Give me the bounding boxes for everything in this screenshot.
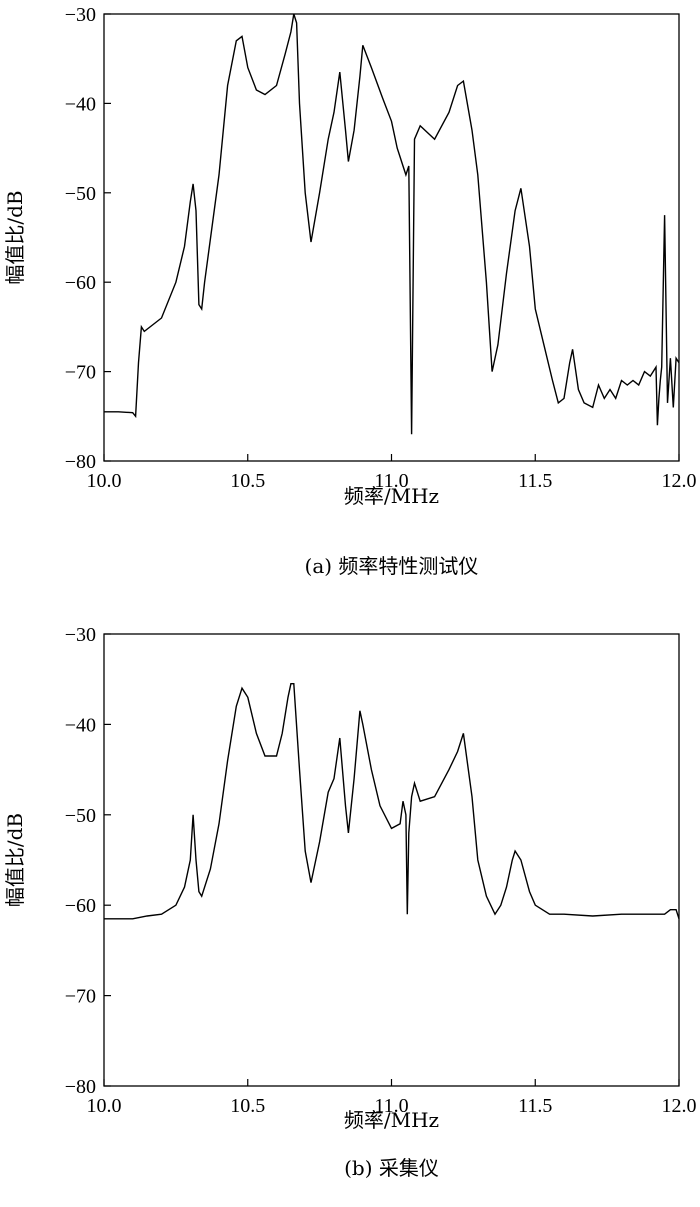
x-axis-a: 10.0 10.5 11.0 11.5 12.0 [87,454,697,492]
x-tick-label: 10.5 [230,470,265,492]
y-tick-label: −60 [65,272,96,294]
x-tick-label: 11.5 [518,470,552,492]
y-tick-label: −70 [65,362,96,384]
x-axis-title-b: 频率/MHz [344,1108,439,1132]
x-tick-label: 10.0 [87,1095,122,1117]
x-tick-label: 10.0 [87,470,122,492]
y-axis-b: −30 −40 −50 −60 −70 −80 [65,624,111,1098]
y-tick-label: −70 [65,986,96,1008]
y-tick-label: −50 [65,805,96,827]
series-line-a [104,13,680,435]
y-axis-title-b: 幅值比/dB [3,813,27,907]
plot-frame-a [103,13,680,462]
series-line-b [104,683,680,920]
y-axis-a: −30 −40 −50 −60 −70 −80 [65,4,111,473]
y-tick-label: −80 [65,451,96,473]
plot-frame-b [103,633,680,1087]
x-tick-label: 10.5 [230,1095,265,1117]
caption-a: (a) 频率特性测试仪 [305,554,479,578]
chart-b-svg: −30−40−50−60−70−80 10.0 10.5 11.0 11.5 12.0 … [3,624,697,1180]
chart-panel-b: −30 −40 −50 −60 −70 −80 10.0 10.5 11.0 11.5 12.0 … [0,620,700,1207]
y-tick-label: −30 [65,624,96,646]
y-tick-label: −30 [65,4,96,26]
x-axis-b: 10.0 10.5 11.0 11.5 12.0 [87,1079,697,1117]
y-axis-title-a: 幅值比/dB [3,190,27,284]
x-tick-label: 11.0 [374,470,408,492]
x-axis-title-a: 频率/MHz [344,484,439,508]
chart-panel-a: −30 −40 −50 −60 −70 −80 10.0 10.5 11.0 11.5 12.0 … [0,0,700,600]
x-tick-label: 11.0 [374,1095,408,1117]
y-tick-label: −60 [65,895,96,917]
x-tick-label: 12.0 [662,470,697,492]
y-tick-label: −40 [65,714,96,736]
caption-b: (b) 采集仪 [344,1156,439,1180]
x-tick-label: 12.0 [662,1095,697,1117]
y-tick-label: −40 [65,93,96,115]
y-tick-label: −50 [65,183,96,205]
y-tick-label: −80 [65,1076,96,1098]
chart-a-svg: −30−40−50−60−70−80 10.0 10.5 11.0 11.5 12.0 … [3,4,697,578]
x-tick-label: 11.5 [518,1095,552,1117]
